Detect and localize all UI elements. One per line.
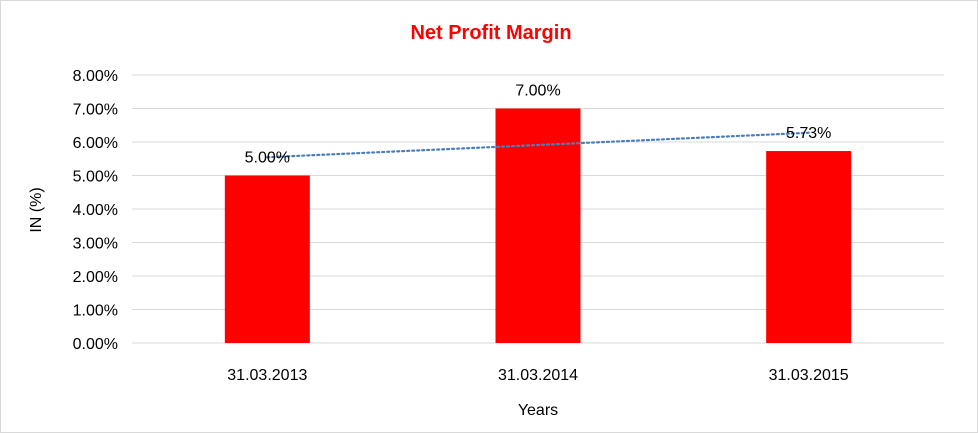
bar [495, 108, 581, 343]
y-axis-ticks: 0.00% 1.00% 2.00% 3.00% 4.00% 5.00% 6.00% 7.00%… [73, 68, 118, 353]
data-label: 5.73% [786, 125, 831, 142]
data-labels: 5.00% 7.00% 5.73% [245, 83, 832, 167]
trendline [266, 131, 810, 159]
y-tick-label: 0.00% [73, 336, 118, 353]
x-axis-ticks: 31.03.2013 31.03.2014 31.03.2015 [227, 367, 849, 384]
y-tick-label: 5.00% [73, 169, 118, 186]
chart-title: Net Profit Margin [410, 22, 571, 44]
x-tick-label: 31.03.2013 [227, 367, 307, 384]
y-tick-label: 6.00% [73, 135, 118, 152]
data-label: 7.00% [515, 83, 560, 100]
bar [224, 175, 310, 343]
x-axis-title: Years [518, 402, 558, 419]
y-tick-label: 4.00% [73, 202, 118, 219]
data-label: 5.00% [245, 150, 290, 167]
y-tick-label: 1.00% [73, 303, 118, 320]
y-axis-title: IN (%) [28, 187, 45, 232]
trendline-line [266, 131, 810, 159]
y-tick-label: 8.00% [73, 68, 118, 85]
x-tick-label: 31.03.2014 [498, 367, 578, 384]
bar [766, 151, 852, 343]
y-tick-label: 2.00% [73, 269, 118, 286]
x-tick-label: 31.03.2015 [769, 367, 849, 384]
bars [224, 108, 852, 343]
y-tick-label: 3.00% [73, 236, 118, 253]
y-tick-label: 7.00% [73, 102, 118, 119]
